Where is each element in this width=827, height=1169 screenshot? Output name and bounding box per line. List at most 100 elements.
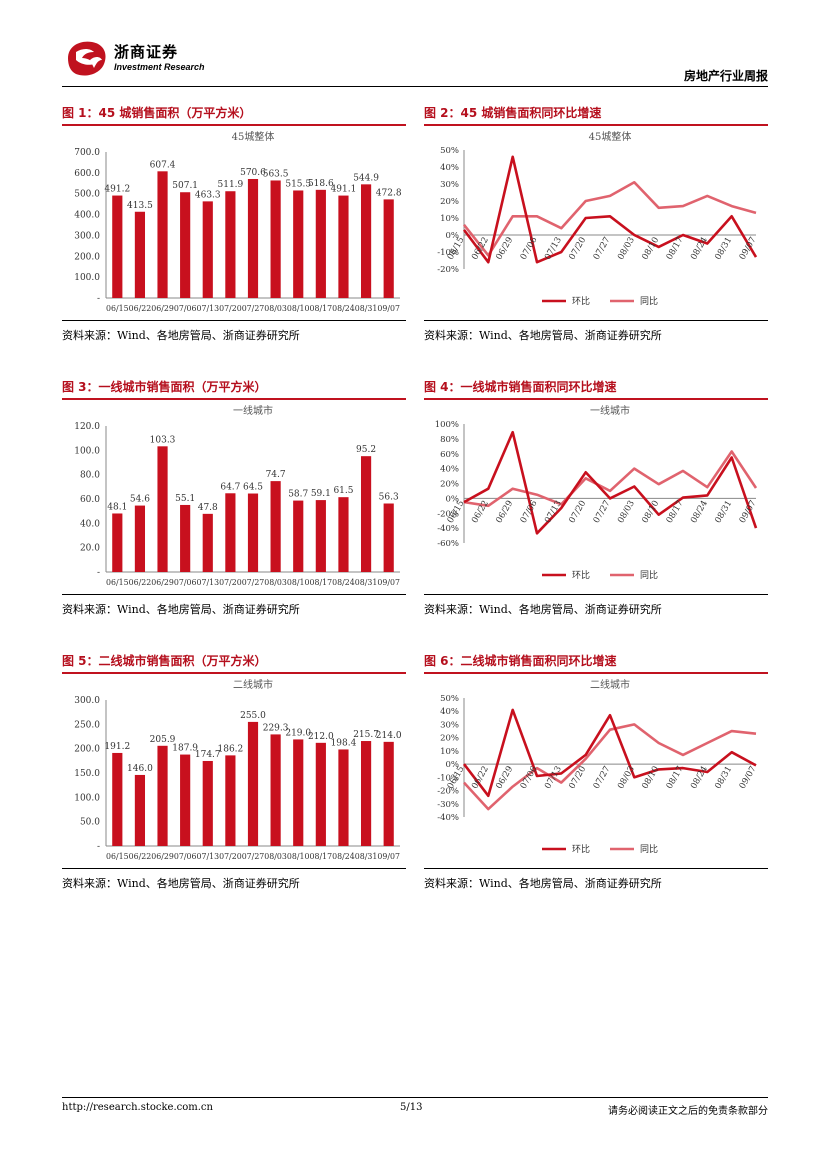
bar-value-label: 472.8 bbox=[376, 188, 402, 198]
x-tick-label: 07/06 bbox=[519, 499, 540, 525]
y-tick-label: 40% bbox=[440, 163, 459, 173]
bar bbox=[225, 191, 236, 298]
y-tick-label: 20.0 bbox=[80, 544, 100, 554]
bar-chart: 二线城市 300.0 250.0 200.0 150.0 100.0 50.0 - 191.2 1… bbox=[74, 678, 402, 862]
title-rule bbox=[424, 398, 768, 400]
figure-5: 图 5：二线城市销售面积（万平方米） 二线城市 300.0 250.0 200.0 15… bbox=[62, 652, 406, 891]
bar bbox=[157, 446, 168, 572]
y-tick-label: -20% bbox=[437, 265, 459, 275]
bar bbox=[383, 741, 394, 846]
x-tick-label: 08/03 bbox=[616, 499, 637, 525]
bar-value-label: 229.3 bbox=[263, 723, 289, 733]
x-tick-label: 08/31 bbox=[713, 236, 734, 262]
y-tick-label: 20% bbox=[440, 197, 459, 207]
y-tick-label: 150.0 bbox=[74, 769, 100, 779]
bar-value-label: 212.0 bbox=[308, 732, 334, 742]
bar bbox=[293, 190, 304, 298]
bar bbox=[202, 760, 213, 846]
footer-divider bbox=[62, 1097, 768, 1098]
y-tick-label: -10% bbox=[437, 248, 459, 258]
y-tick-label: 50% bbox=[440, 694, 459, 704]
bar bbox=[293, 739, 304, 846]
y-tick-label: 200.0 bbox=[74, 745, 100, 755]
chart-title: 45城整体 bbox=[232, 130, 275, 143]
y-tick-label: 40.0 bbox=[80, 519, 100, 529]
bar-value-label: 187.9 bbox=[172, 744, 198, 754]
chart-title: 二线城市 bbox=[233, 678, 273, 691]
figure-source: 资料来源：Wind、各地房管局、浙商证券研究所 bbox=[424, 329, 662, 342]
y-tick-label: 300.0 bbox=[74, 696, 100, 706]
bar bbox=[338, 749, 349, 846]
y-tick-label: 200.0 bbox=[74, 252, 100, 262]
bar bbox=[270, 481, 281, 572]
bar-value-label: 570.6 bbox=[240, 168, 266, 178]
bar bbox=[360, 456, 372, 572]
bar-value-label: 511.9 bbox=[218, 180, 244, 190]
figure-source: 资料来源：Wind、各地房管局、浙商证券研究所 bbox=[62, 603, 300, 616]
y-tick-label: 100% bbox=[435, 420, 459, 430]
x-tick-label: 07/27 bbox=[592, 499, 613, 525]
bar bbox=[202, 513, 213, 572]
y-tick-label: 80.0 bbox=[80, 471, 100, 481]
x-tick-label: 09/07 bbox=[738, 765, 759, 791]
y-tick-label: 100.0 bbox=[74, 793, 100, 803]
figure-source: 资料来源：Wind、各地房管局、浙商证券研究所 bbox=[62, 877, 300, 890]
bar-value-label: 563.5 bbox=[263, 169, 289, 179]
title-rule bbox=[62, 672, 406, 674]
legend-label-yoy: 同比 bbox=[640, 843, 658, 855]
chart-title: 一线城市 bbox=[233, 404, 273, 417]
bar-value-label: 55.1 bbox=[175, 494, 195, 504]
source-rule bbox=[424, 594, 768, 595]
series-line bbox=[462, 180, 757, 257]
footer-disclaimer: 请务必阅读正文之后的免责条款部分 bbox=[608, 1106, 768, 1117]
y-tick-label: 60% bbox=[440, 450, 459, 460]
source-rule bbox=[424, 868, 768, 869]
y-tick-label: 10% bbox=[440, 214, 459, 224]
x-tick-label: 08/31 bbox=[713, 765, 734, 791]
y-tick-label: 500.0 bbox=[74, 190, 100, 200]
x-tick-label: 07/27 bbox=[592, 236, 613, 262]
line-chart: 二线城市50%40%30%20%10%0%-10%-20%-30%-40%06/… bbox=[437, 678, 759, 855]
x-tick-label: 07/27 bbox=[592, 765, 613, 791]
bar-value-label: 61.5 bbox=[333, 486, 353, 496]
company-logo-icon bbox=[68, 41, 106, 76]
bar bbox=[202, 201, 213, 298]
bar-value-label: 74.7 bbox=[266, 470, 286, 480]
title-rule bbox=[424, 124, 768, 126]
bar-value-label: 518.6 bbox=[308, 179, 334, 189]
series-line bbox=[463, 723, 757, 811]
x-tick-label: 09/07 bbox=[738, 499, 759, 525]
legend-label-yoy: 同比 bbox=[640, 569, 658, 581]
bar-value-label: 54.6 bbox=[130, 495, 150, 505]
bar bbox=[247, 493, 259, 572]
y-tick-label: 60.0 bbox=[80, 495, 100, 505]
x-tick-label: 08/03 bbox=[616, 236, 637, 262]
bar bbox=[270, 734, 281, 846]
x-tick-label: 08/24 bbox=[689, 499, 710, 525]
x-tick-label: 09/07 bbox=[738, 236, 759, 262]
bar bbox=[315, 742, 326, 846]
bar bbox=[383, 199, 394, 298]
bar bbox=[225, 493, 236, 572]
bar-value-label: 219.0 bbox=[285, 728, 311, 738]
x-tick-label: 08/10 bbox=[640, 765, 661, 791]
figure-source: 资料来源：Wind、各地房管局、浙商证券研究所 bbox=[424, 603, 662, 616]
chart-title: 二线城市 bbox=[590, 678, 630, 691]
series-line bbox=[462, 708, 757, 798]
x-tick-labels: 06/1506/2206/2907/0607/1307/2007/2708/03… bbox=[106, 578, 400, 588]
y-tick-label: 100.0 bbox=[74, 446, 100, 456]
bar-value-label: 255.0 bbox=[240, 711, 266, 721]
figure-title: 图 3：一线城市销售面积（万平方米） bbox=[62, 380, 267, 394]
bar-value-label: 544.9 bbox=[353, 173, 379, 183]
y-tick-label: 40% bbox=[440, 465, 459, 475]
y-tick-label: -60% bbox=[437, 539, 459, 549]
x-tick-labels: 06/1506/2206/2907/0607/1307/2007/2708/03… bbox=[106, 852, 400, 862]
title-rule bbox=[62, 398, 406, 400]
y-tick-label: 0% bbox=[446, 494, 460, 504]
page-header: 浙商证券 Investment Research 房地产行业周报 bbox=[62, 38, 768, 90]
bar bbox=[315, 189, 326, 298]
bar bbox=[225, 755, 236, 846]
footer-url[interactable]: http://research.stocke.com.cn bbox=[62, 1102, 213, 1113]
